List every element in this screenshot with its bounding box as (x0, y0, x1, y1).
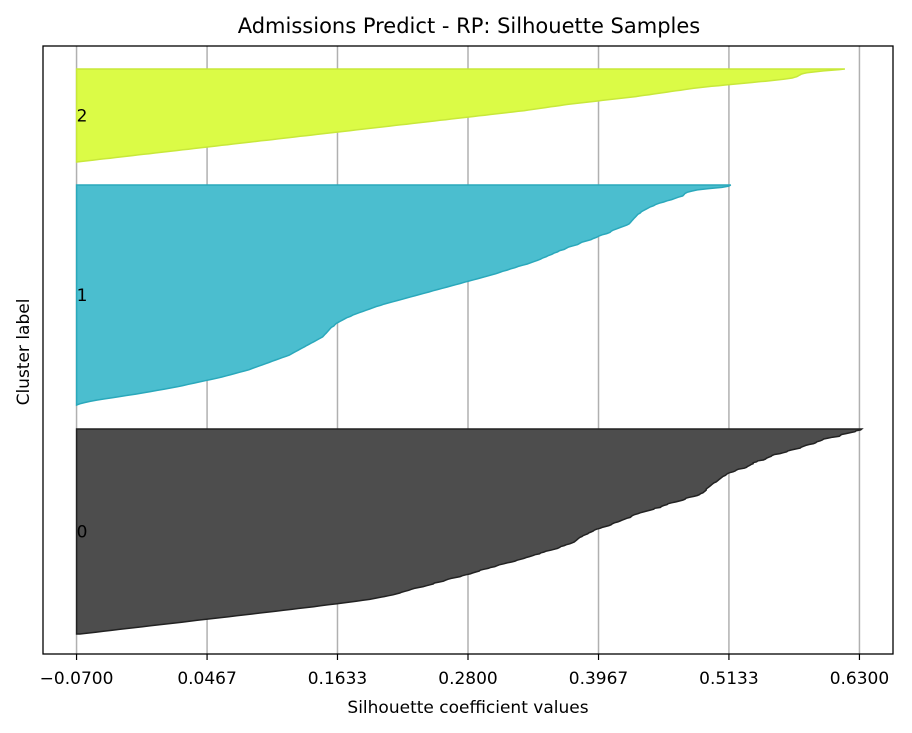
x-tick-label-2: 0.1633 (308, 669, 367, 689)
chart-title: Admissions Predict - RP: Silhouette Samp… (238, 14, 701, 38)
x-axis-ticks: −0.0700 0.0467 0.1633 0.2800 0.3967 0.5133 0.6… (40, 654, 889, 689)
cluster-2-label: 2 (77, 107, 88, 127)
cluster-0-label: 0 (77, 523, 88, 543)
cluster-0-band (75, 428, 864, 635)
cluster-1-label: 1 (77, 286, 88, 306)
x-tick-label-0: −0.0700 (40, 669, 114, 689)
cluster-bands (75, 68, 864, 635)
x-axis-label: Silhouette coefficient values (347, 698, 588, 718)
cluster-labels: 0 1 2 (77, 107, 88, 543)
x-tick-label-1: 0.0467 (177, 669, 236, 689)
cluster-1-band (75, 184, 732, 407)
cluster-2-band (75, 68, 845, 163)
x-tick-label-5: 0.5133 (699, 669, 758, 689)
y-axis-label: Cluster label (14, 299, 34, 406)
x-tick-label-4: 0.3967 (569, 669, 628, 689)
x-tick-label-6: 0.6300 (830, 669, 889, 689)
x-tick-label-3: 0.2800 (438, 669, 497, 689)
